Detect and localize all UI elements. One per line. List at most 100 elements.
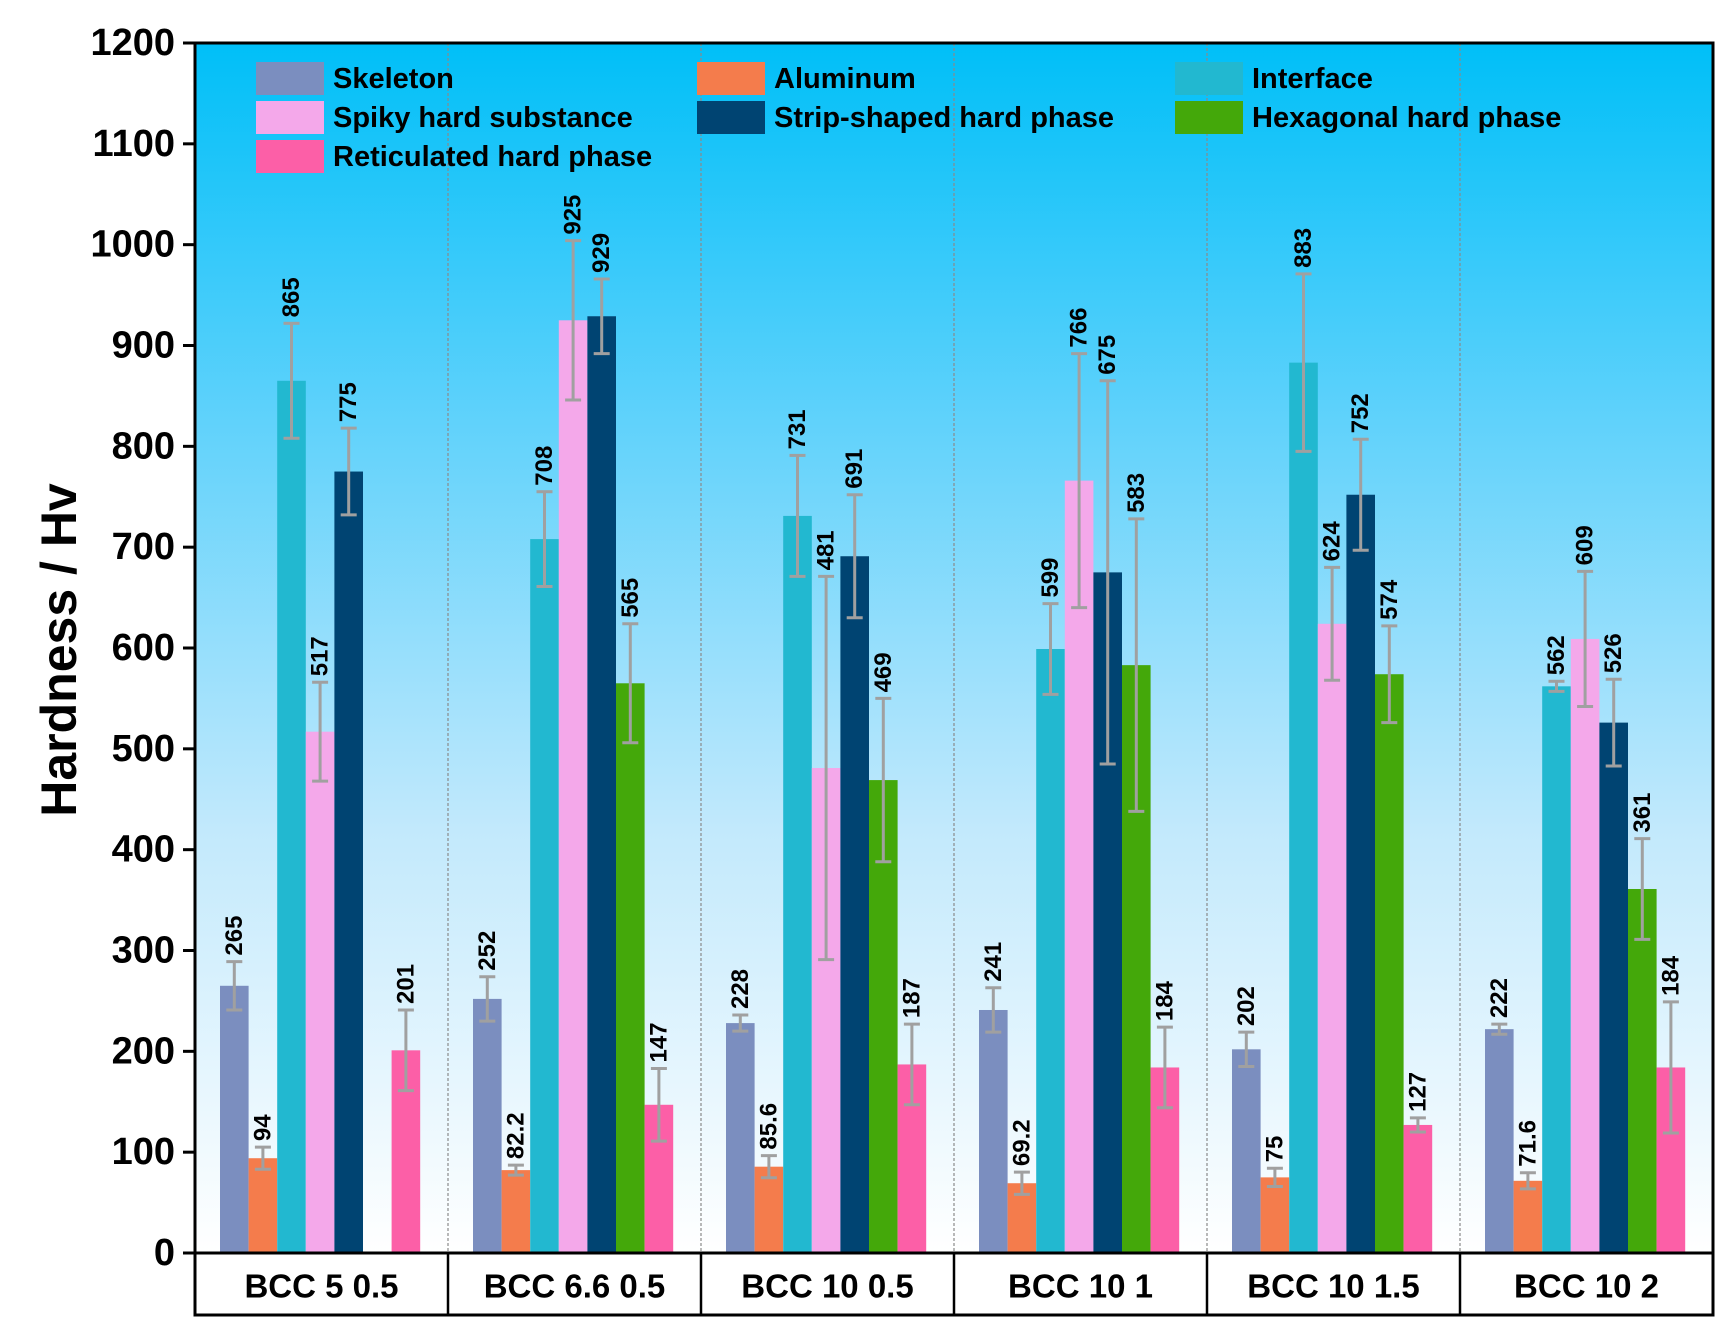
data-label: 481	[813, 530, 840, 570]
data-label: 865	[278, 277, 305, 317]
category-label: BCC 10 1.5	[1247, 1268, 1419, 1305]
y-tick-label: 400	[112, 829, 175, 871]
bar	[1628, 888, 1657, 1253]
legend-swatch	[697, 101, 765, 134]
data-label: 75	[1261, 1136, 1288, 1163]
legend-label: Aluminum	[774, 63, 916, 95]
data-label: 265	[221, 916, 248, 956]
bar	[1513, 1180, 1543, 1253]
y-tick-label: 900	[112, 325, 175, 367]
bar	[1542, 686, 1571, 1253]
data-label: 675	[1094, 335, 1121, 375]
data-label: 565	[617, 578, 644, 618]
legend-swatch	[1175, 101, 1243, 134]
data-label: 766	[1066, 308, 1093, 348]
data-label: 241	[980, 942, 1007, 982]
data-label: 202	[1233, 986, 1260, 1026]
bar	[587, 316, 616, 1254]
bar	[277, 380, 306, 1254]
data-label: 94	[249, 1114, 276, 1141]
data-label: 883	[1290, 228, 1317, 268]
data-label: 252	[474, 931, 501, 971]
data-label: 127	[1404, 1072, 1431, 1112]
legend-label: Interface	[1252, 63, 1373, 95]
category-label: BCC 6.6 0.5	[484, 1268, 666, 1305]
y-tick-label: 800	[112, 425, 175, 467]
y-tick-label: 600	[112, 627, 175, 669]
data-label: 731	[784, 409, 811, 449]
bar	[616, 683, 645, 1253]
y-tick-label: 1000	[90, 224, 175, 266]
data-label: 85.6	[755, 1103, 782, 1150]
data-label: 361	[1629, 793, 1656, 833]
y-tick-label: 500	[112, 728, 175, 770]
legend-label: Hexagonal hard phase	[1252, 102, 1561, 134]
bar	[1403, 1124, 1433, 1253]
bar	[473, 998, 502, 1253]
category-label: BCC 5 0.5	[244, 1268, 398, 1305]
data-label: 222	[1486, 978, 1513, 1018]
bar	[334, 471, 363, 1254]
y-tick-label: 100	[112, 1131, 175, 1173]
y-tick-label: 200	[112, 1030, 175, 1072]
bar	[1570, 638, 1600, 1253]
bar	[501, 1170, 531, 1253]
legend-label: Reticulated hard phase	[333, 141, 652, 173]
bar	[530, 539, 559, 1253]
y-tick-label: 1200	[90, 22, 175, 64]
bar	[1375, 674, 1404, 1253]
legend-label: Skeleton	[333, 63, 454, 95]
y-tick-label: 700	[112, 526, 175, 568]
bar	[1289, 362, 1318, 1253]
bar	[1485, 1029, 1514, 1253]
legend-swatch	[697, 62, 765, 95]
legend-swatch	[256, 101, 324, 134]
bar	[1232, 1049, 1261, 1253]
bar	[248, 1158, 278, 1253]
category-label: BCC 10 0.5	[741, 1268, 913, 1305]
data-label: 925	[560, 195, 587, 235]
data-label: 187	[898, 978, 925, 1018]
data-label: 775	[335, 382, 362, 422]
data-label: 574	[1376, 579, 1403, 620]
bar	[1064, 480, 1094, 1253]
bar	[1260, 1177, 1290, 1253]
category-label: BCC 10 1	[1008, 1268, 1153, 1305]
data-label: 691	[841, 449, 868, 489]
data-label: 708	[531, 446, 558, 486]
y-tick-label: 1100	[93, 123, 175, 165]
bar	[979, 1009, 1008, 1253]
data-label: 929	[588, 233, 615, 273]
bar	[726, 1023, 755, 1253]
y-tick-label: 300	[112, 930, 175, 972]
legend-label: Spiky hard substance	[333, 102, 633, 134]
bar	[1317, 623, 1347, 1253]
data-label: 599	[1037, 558, 1064, 598]
bar	[1036, 649, 1065, 1253]
y-axis-label: Hardness / Hv	[31, 483, 87, 817]
data-label: 469	[870, 652, 897, 692]
data-label: 624	[1319, 521, 1346, 562]
bar	[754, 1166, 784, 1253]
bar	[1346, 494, 1375, 1253]
bar	[305, 731, 335, 1253]
data-label: 184	[1657, 955, 1684, 996]
legend-label: Strip-shaped hard phase	[774, 102, 1114, 134]
category-label: BCC 10 2	[1514, 1268, 1659, 1305]
data-label: 228	[727, 969, 754, 1009]
data-label: 71.6	[1514, 1120, 1541, 1167]
data-label: 583	[1123, 473, 1150, 513]
data-label: 526	[1600, 633, 1627, 673]
bar	[220, 985, 249, 1253]
data-label: 201	[392, 964, 419, 1004]
data-label: 562	[1543, 635, 1570, 675]
data-label: 517	[307, 636, 334, 676]
data-label: 82.2	[502, 1112, 529, 1159]
bar	[1599, 722, 1628, 1253]
data-label: 609	[1572, 525, 1599, 565]
data-label: 184	[1151, 980, 1178, 1021]
data-label: 69.2	[1008, 1119, 1035, 1166]
bar	[783, 515, 812, 1253]
legend-swatch	[1175, 62, 1243, 95]
